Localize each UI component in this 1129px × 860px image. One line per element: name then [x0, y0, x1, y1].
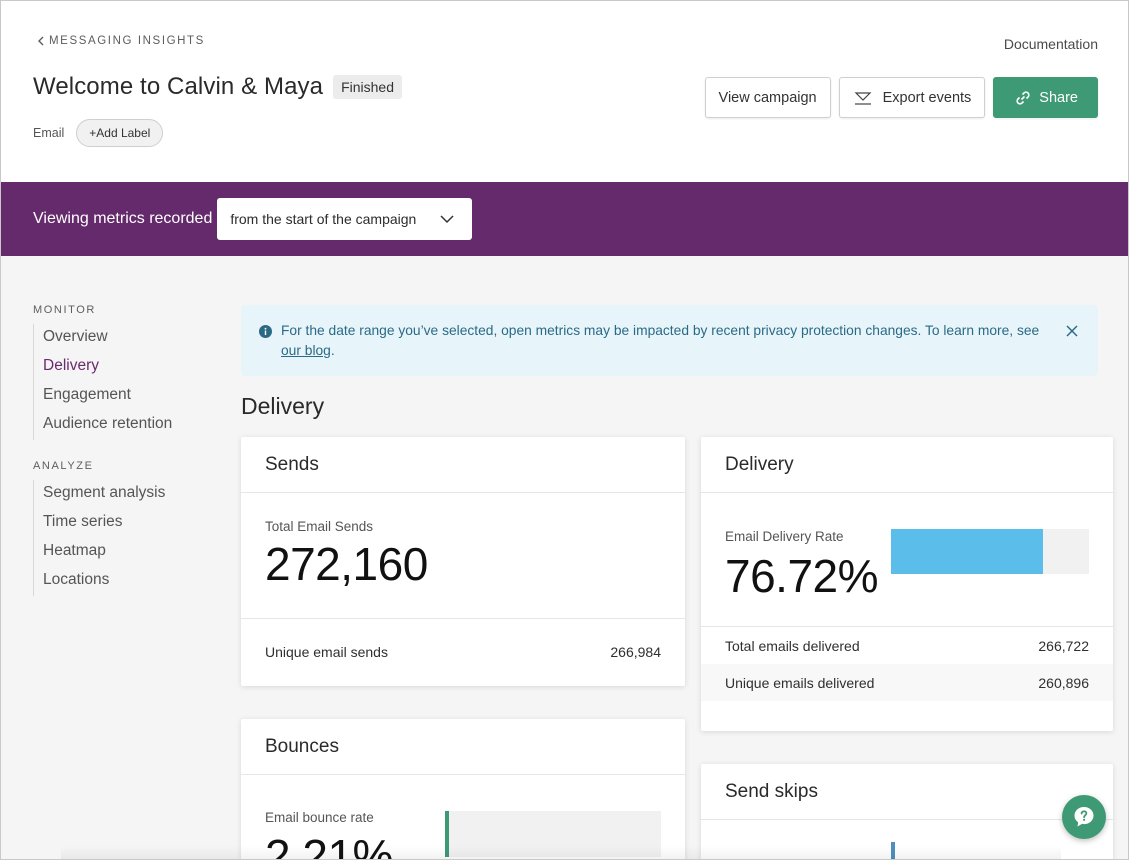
status-badge: Finished	[333, 75, 402, 99]
metrics-range-bar: Viewing metrics recorded from the start …	[1, 182, 1128, 256]
notice-message: For the date range you’ve selected, open…	[281, 323, 1040, 338]
delivery-card-body: Email Delivery Rate 76.72%	[701, 493, 1113, 627]
total-delivered-label: Total emails delivered	[725, 637, 860, 654]
sends-card-body: Total Email Sends 272,160	[241, 493, 685, 619]
privacy-notice-banner: For the date range you’ve selected, open…	[241, 305, 1098, 376]
metrics-range-label: Viewing metrics recorded	[33, 210, 213, 227]
nav-list-monitor: Overview Delivery Engagement Audience re…	[33, 324, 213, 440]
link-icon	[1016, 90, 1030, 105]
unique-delivered-label: Unique emails delivered	[725, 674, 875, 691]
bounce-rate-bar	[445, 811, 661, 857]
sidebar-item-overview[interactable]: Overview	[43, 328, 108, 345]
back-to-messaging-insights-link[interactable]: MESSAGING INSIGHTS	[37, 35, 205, 47]
delivery-rate-label: Email Delivery Rate	[725, 529, 844, 544]
send-skips-card-title: Send skips	[701, 764, 1113, 820]
title-row: Welcome to Calvin & Maya Finished	[33, 73, 402, 101]
view-campaign-label: View campaign	[718, 89, 817, 106]
bounces-card-title: Bounces	[241, 719, 685, 775]
view-campaign-button[interactable]: View campaign	[704, 77, 831, 118]
help-chat-button[interactable]	[1062, 795, 1106, 839]
bounce-rate-value: 2.21%	[265, 830, 393, 860]
bounce-rate-label: Email bounce rate	[265, 810, 374, 825]
page-title: Welcome to Calvin & Maya	[33, 73, 324, 100]
share-button[interactable]: Share	[993, 77, 1098, 118]
stat-row: Total emails delivered 266,722	[701, 627, 1113, 664]
nav-section-analyze: ANALYZE	[33, 460, 94, 472]
bottom-fade	[61, 846, 1061, 859]
inbox-download-icon	[854, 91, 872, 105]
header-actions: View campaign Export events Share	[704, 77, 1098, 118]
nav-section-monitor: MONITOR	[33, 304, 96, 316]
sidebar-item-delivery[interactable]: Delivery	[43, 357, 99, 374]
unique-sends-value: 266,984	[610, 644, 661, 660]
delivery-rate-bar-fill	[891, 529, 1043, 574]
chat-help-icon	[1074, 807, 1094, 827]
back-link-label: MESSAGING INSIGHTS	[49, 35, 205, 47]
add-label-button[interactable]: +Add Label	[76, 119, 164, 147]
sidebar-item-audience-retention[interactable]: Audience retention	[43, 415, 173, 432]
close-icon[interactable]	[1066, 325, 1078, 337]
notice-text: For the date range you’ve selected, open…	[281, 321, 1041, 361]
documentation-link[interactable]: Documentation	[1003, 36, 1098, 52]
total-delivered-value: 266,722	[1038, 637, 1089, 654]
sidebar-item-time-series[interactable]: Time series	[43, 513, 123, 530]
channel-tag: Email	[33, 126, 65, 140]
sidebar-nav: MONITOR Overview Delivery Engagement Aud…	[33, 304, 213, 616]
metrics-range-dropdown[interactable]: from the start of the campaign	[217, 198, 473, 240]
send-skips-card: Send skips	[701, 764, 1113, 859]
stat-row: Unique email sends 266,984	[241, 619, 685, 685]
sends-card: Sends Total Email Sends 272,160 Unique e…	[241, 437, 685, 686]
sidebar-item-heatmap[interactable]: Heatmap	[43, 542, 106, 559]
delivery-rate-bar	[891, 529, 1089, 574]
total-sends-value: 272,160	[265, 538, 428, 590]
delivery-card-title: Delivery	[701, 437, 1113, 493]
unique-delivered-value: 260,896	[1038, 674, 1089, 691]
stat-row: Unique emails delivered 260,896	[701, 664, 1113, 701]
info-icon	[259, 325, 272, 338]
delivery-rate-value: 76.72%	[725, 550, 879, 602]
label-row: Email +Add Label	[33, 119, 164, 147]
total-sends-label: Total Email Sends	[265, 519, 374, 534]
sidebar-item-engagement[interactable]: Engagement	[43, 386, 131, 403]
blog-link[interactable]: our blog	[281, 343, 331, 358]
campaign-header: MESSAGING INSIGHTS Documentation Welcome…	[1, 1, 1128, 182]
unique-sends-label: Unique email sends	[265, 644, 388, 660]
export-events-button[interactable]: Export events	[838, 77, 986, 118]
send-skips-bar	[891, 842, 895, 859]
delivery-card: Delivery Email Delivery Rate 76.72% Tota…	[701, 437, 1113, 731]
metrics-range-value: from the start of the campaign	[230, 211, 417, 227]
bounces-card: Bounces Email bounce rate 2.21%	[241, 719, 685, 860]
share-label: Share	[1039, 89, 1078, 106]
nav-list-analyze: Segment analysis Time series Heatmap Loc…	[33, 480, 213, 596]
chevron-left-icon	[38, 36, 44, 46]
section-title: Delivery	[241, 393, 325, 419]
sidebar-item-locations[interactable]: Locations	[43, 571, 110, 588]
chevron-down-icon	[440, 214, 454, 223]
export-events-label: Export events	[882, 89, 972, 106]
sidebar-item-segment-analysis[interactable]: Segment analysis	[43, 484, 166, 501]
notice-suffix: .	[330, 343, 335, 358]
sends-card-title: Sends	[241, 437, 685, 493]
